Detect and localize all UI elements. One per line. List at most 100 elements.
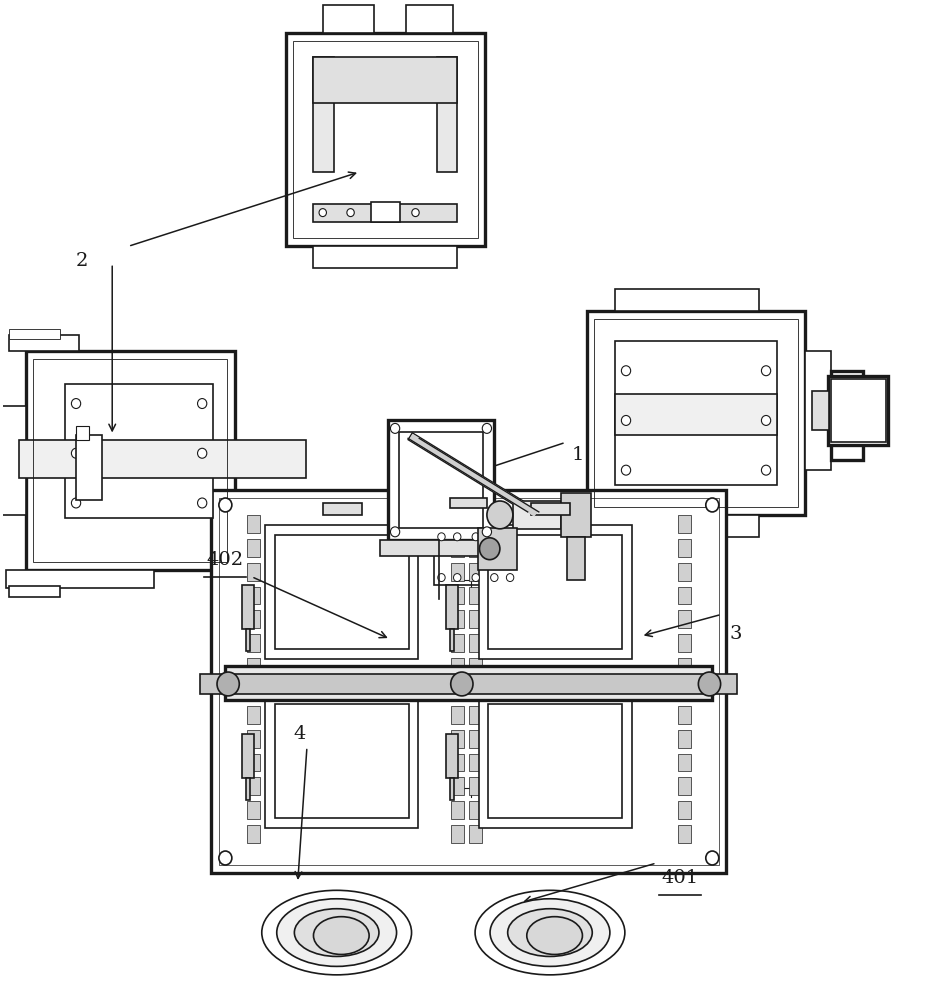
Bar <box>226 666 712 700</box>
Bar <box>446 734 458 778</box>
Bar <box>451 706 464 724</box>
Bar <box>615 289 759 311</box>
Circle shape <box>491 533 498 541</box>
Bar <box>587 311 805 515</box>
Bar <box>469 706 482 724</box>
Circle shape <box>347 209 355 217</box>
Bar <box>451 539 464 557</box>
Bar <box>265 694 418 828</box>
Circle shape <box>390 423 399 433</box>
Ellipse shape <box>527 917 582 954</box>
Circle shape <box>705 498 718 512</box>
Circle shape <box>219 498 232 512</box>
Bar <box>77 435 102 500</box>
Bar <box>450 629 454 651</box>
Bar <box>246 515 259 533</box>
Bar <box>678 706 691 724</box>
Bar <box>246 730 259 748</box>
Bar <box>469 610 482 628</box>
Bar <box>478 528 517 570</box>
Bar <box>265 525 418 659</box>
Circle shape <box>761 465 771 475</box>
Circle shape <box>438 533 445 541</box>
Bar <box>246 825 259 843</box>
Bar <box>246 706 259 724</box>
Bar <box>246 777 259 795</box>
Bar <box>831 371 863 460</box>
Bar <box>678 825 691 843</box>
Circle shape <box>621 415 631 425</box>
Circle shape <box>72 448 80 458</box>
Bar <box>678 754 691 771</box>
Bar <box>469 825 482 843</box>
Text: 402: 402 <box>207 551 244 569</box>
Bar <box>469 563 482 581</box>
Circle shape <box>451 672 473 696</box>
Bar <box>451 587 464 604</box>
Bar <box>451 515 464 533</box>
Circle shape <box>390 527 399 537</box>
Bar <box>451 563 464 581</box>
Bar <box>829 376 888 445</box>
Bar <box>246 658 259 676</box>
Text: 1: 1 <box>572 446 584 464</box>
Bar <box>313 246 457 268</box>
Bar <box>678 587 691 604</box>
Bar <box>6 570 154 588</box>
Bar <box>469 515 482 533</box>
Bar <box>434 530 518 585</box>
Bar <box>488 535 622 649</box>
Bar <box>451 777 464 795</box>
Bar <box>451 498 487 508</box>
Circle shape <box>699 672 720 696</box>
Bar <box>451 634 464 652</box>
Bar <box>615 341 777 485</box>
Circle shape <box>198 448 207 458</box>
Bar <box>246 563 259 581</box>
Bar <box>201 674 737 694</box>
Ellipse shape <box>490 899 610 966</box>
Bar <box>437 57 457 172</box>
Text: 3: 3 <box>730 625 742 643</box>
Bar <box>678 563 691 581</box>
Bar <box>678 610 691 628</box>
Bar <box>242 585 254 629</box>
Bar <box>469 658 482 676</box>
Bar <box>245 778 250 800</box>
Bar <box>678 658 691 676</box>
Circle shape <box>219 851 232 865</box>
Bar <box>678 801 691 819</box>
Bar <box>469 634 482 652</box>
Bar <box>450 778 454 800</box>
Bar <box>246 682 259 700</box>
Bar <box>293 41 478 238</box>
Text: 4: 4 <box>293 725 306 743</box>
Bar <box>446 585 458 629</box>
Bar <box>451 658 464 676</box>
Text: 401: 401 <box>661 869 699 887</box>
Circle shape <box>487 501 513 529</box>
Bar <box>805 351 831 470</box>
Bar <box>313 57 334 172</box>
Bar <box>451 682 464 700</box>
Bar <box>615 394 777 435</box>
Bar <box>9 586 61 597</box>
Circle shape <box>472 533 480 541</box>
Bar <box>469 682 482 700</box>
Circle shape <box>380 209 387 217</box>
Bar <box>323 503 362 515</box>
Bar <box>406 5 453 33</box>
Circle shape <box>198 498 207 508</box>
Circle shape <box>453 574 461 582</box>
Circle shape <box>72 399 80 409</box>
Circle shape <box>761 366 771 376</box>
Circle shape <box>482 527 492 537</box>
Circle shape <box>472 574 480 582</box>
Bar <box>285 33 485 246</box>
Bar <box>469 801 482 819</box>
Ellipse shape <box>295 909 379 956</box>
Bar <box>469 777 482 795</box>
Bar <box>34 359 228 562</box>
Ellipse shape <box>313 917 369 954</box>
Bar <box>219 498 718 865</box>
